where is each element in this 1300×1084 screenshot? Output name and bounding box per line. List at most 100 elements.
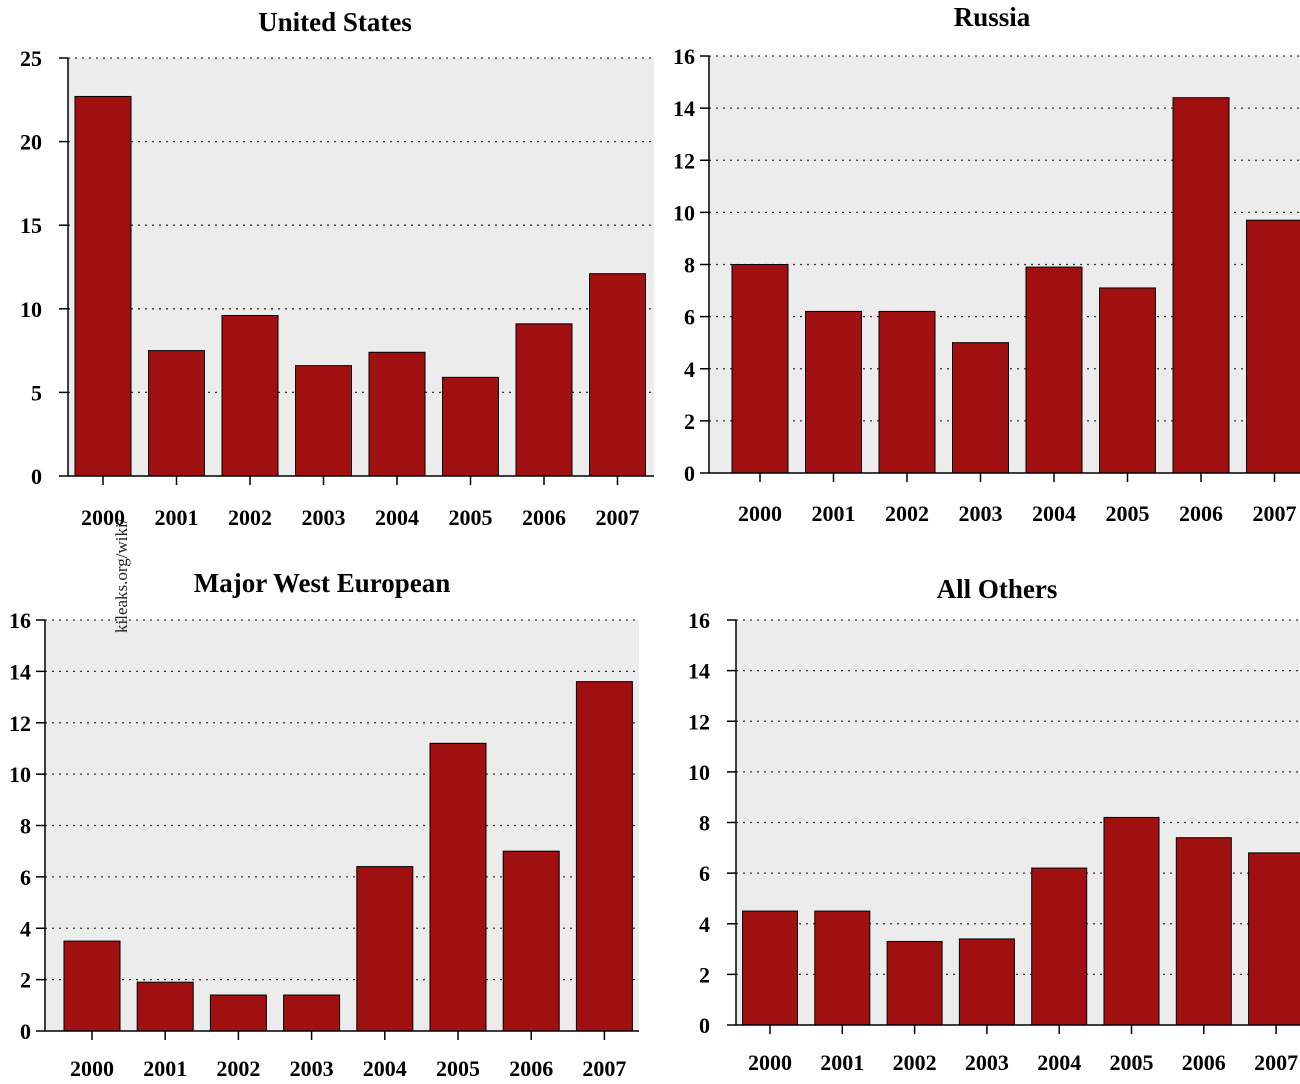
- y-tick-label: 0: [31, 464, 42, 489]
- x-tick-label: 2002: [216, 1056, 260, 1081]
- x-tick-label: 2004: [375, 505, 419, 530]
- x-tick-label: 2002: [893, 1050, 937, 1075]
- x-tick-label: 2006: [522, 505, 566, 530]
- y-tick-label: 12: [673, 148, 695, 173]
- y-tick-label: 16: [673, 44, 695, 69]
- chart-title: United States: [258, 7, 412, 37]
- x-tick-label: 2002: [885, 501, 929, 526]
- bar-2002: [221, 314, 279, 477]
- chart-title: All Others: [937, 574, 1058, 604]
- y-tick-label: 0: [20, 1019, 31, 1044]
- x-tick-label: 2000: [738, 501, 782, 526]
- y-tick-label: 5: [31, 380, 42, 405]
- bar-2002: [209, 994, 267, 1032]
- bar-2006: [1175, 837, 1232, 1026]
- y-tick-label: 6: [699, 861, 710, 886]
- x-tick-label: 2004: [1037, 1050, 1081, 1075]
- bar-2007: [1248, 852, 1300, 1026]
- bar-2003: [958, 938, 1015, 1026]
- x-tick-label: 2007: [596, 505, 640, 530]
- x-tick-label: 2001: [155, 505, 199, 530]
- chart-panel-united-states: United States 0 5 10 15 20 25 2000 2001 2002 2003…: [20, 7, 654, 530]
- y-tick-label: 16: [688, 608, 710, 633]
- x-tick-label: 2003: [959, 501, 1003, 526]
- y-tick-label: 25: [20, 46, 42, 71]
- watermark-text: kileaks.org/wiki/: [112, 518, 131, 633]
- bar-2002: [886, 940, 943, 1026]
- y-tick-label: 12: [688, 709, 710, 734]
- x-tick-label: 2005: [1106, 501, 1150, 526]
- x-tick-label: 2000: [748, 1050, 792, 1075]
- bar-2006: [502, 850, 560, 1032]
- bar-2000: [731, 264, 789, 474]
- y-tick-label: 4: [684, 357, 695, 382]
- y-tick-label: 6: [684, 305, 695, 330]
- x-tick-label: 2004: [1032, 501, 1076, 526]
- x-tick-label: 2006: [509, 1056, 553, 1081]
- x-tick-label: 2004: [363, 1056, 407, 1081]
- x-tick-label: 2006: [1182, 1050, 1226, 1075]
- bar-2004: [1025, 266, 1083, 474]
- x-tick-label: 2007: [1253, 501, 1297, 526]
- y-tick-label: 4: [20, 916, 31, 941]
- x-tick-label: 2007: [1254, 1050, 1298, 1075]
- y-tick-label: 8: [20, 814, 31, 839]
- bar-2005: [442, 376, 499, 477]
- y-tick-label: 14: [688, 659, 710, 684]
- bar-2007: [589, 273, 646, 477]
- y-tick-label: 6: [20, 865, 31, 890]
- bar-2004: [356, 866, 414, 1032]
- chart-title: Major West European: [194, 568, 451, 598]
- bar-2000: [742, 910, 798, 1026]
- x-tick-label: 2005: [436, 1056, 480, 1081]
- bar-2006: [515, 323, 573, 477]
- x-tick-label: 2001: [820, 1050, 864, 1075]
- bar-2007: [575, 681, 633, 1032]
- x-tick-label: 2001: [812, 501, 856, 526]
- x-tick-label: 2003: [302, 505, 346, 530]
- bar-2000: [74, 95, 132, 477]
- y-tick-label: 8: [684, 253, 695, 278]
- y-tick-label: 10: [673, 200, 695, 225]
- chart-title: Russia: [954, 2, 1031, 32]
- y-tick-label: 2: [20, 968, 31, 993]
- bar-2003: [283, 994, 341, 1032]
- y-tick-label: 8: [699, 811, 710, 836]
- bar-2001: [814, 910, 871, 1026]
- x-tick-label: 2005: [449, 505, 493, 530]
- bar-2001: [136, 981, 194, 1032]
- bar-2005: [1103, 816, 1160, 1026]
- y-tick-label: 10: [9, 762, 31, 787]
- bar-2007: [1246, 219, 1300, 474]
- y-tick-label: 14: [673, 96, 695, 121]
- bar-2004: [368, 351, 426, 477]
- chart-panel-all-others: All Others 0 2 4 6 8 10 12 14 16 2000 2001 2002 2003…: [688, 574, 1300, 1075]
- bar-2001: [805, 310, 862, 474]
- x-tick-label: 2007: [582, 1056, 626, 1081]
- x-tick-label: 2002: [228, 505, 272, 530]
- x-tick-label: 2006: [1179, 501, 1223, 526]
- y-tick-label: 0: [684, 461, 695, 486]
- bar-2000: [63, 940, 121, 1032]
- bar-2006: [1172, 97, 1230, 474]
- y-tick-label: 20: [20, 130, 42, 155]
- y-tick-label: 14: [9, 659, 31, 684]
- y-tick-label: 15: [20, 213, 42, 238]
- y-tick-label: 0: [699, 1013, 710, 1038]
- y-tick-label: 10: [20, 297, 42, 322]
- y-tick-label: 16: [9, 608, 31, 633]
- y-tick-label: 12: [9, 711, 31, 736]
- bar-2003: [295, 365, 352, 477]
- x-tick-label: 2001: [143, 1056, 187, 1081]
- x-tick-label: 2003: [965, 1050, 1009, 1075]
- x-tick-label: 2000: [81, 505, 125, 530]
- y-tick-label: 2: [684, 409, 695, 434]
- y-tick-label: 4: [699, 912, 710, 937]
- x-tick-label: 2005: [1110, 1050, 1154, 1075]
- chart-panel-major-west-european: Major West European 0 2 4 6 8 10 12 14 16 2000 200…: [9, 568, 639, 1081]
- chart-panel-russia: Russia 0 2 4 6 8 10 12 14 16 2000 2001 2002 2003 2004…: [673, 2, 1300, 526]
- bar-2002: [878, 310, 936, 474]
- bar-2005: [1099, 287, 1156, 474]
- x-tick-label: 2003: [290, 1056, 334, 1081]
